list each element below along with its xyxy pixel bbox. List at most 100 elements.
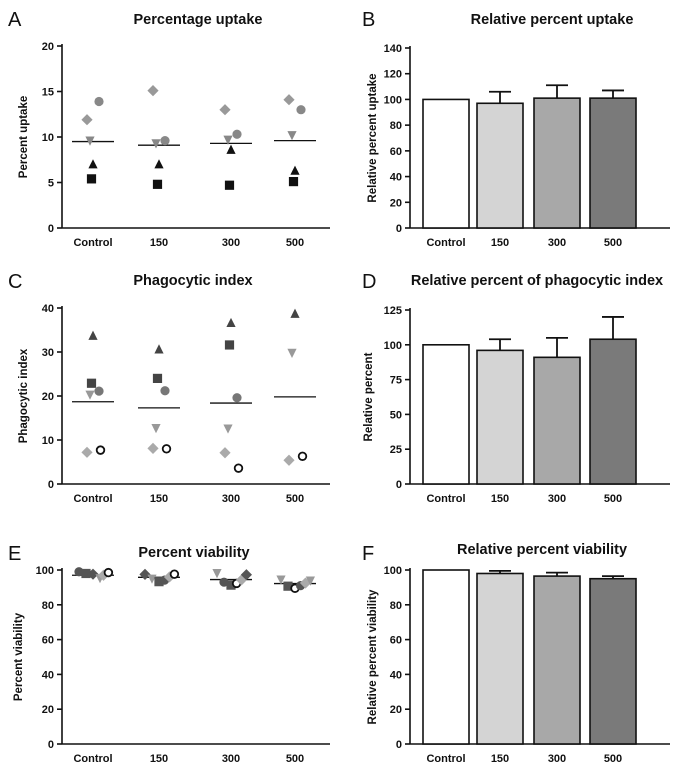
y-axis-label: Percent viability bbox=[13, 612, 25, 701]
bar bbox=[476, 102, 524, 229]
x-tick-label: 150 bbox=[491, 237, 509, 249]
bar bbox=[533, 356, 581, 485]
panel-letter: B bbox=[362, 9, 375, 31]
data-point bbox=[86, 174, 97, 184]
y-tick-label: 0 bbox=[396, 479, 402, 491]
y-tick-label: 100 bbox=[384, 94, 402, 106]
x-tick-label: 150 bbox=[150, 237, 168, 249]
data-point bbox=[287, 348, 297, 358]
y-tick-label: 100 bbox=[36, 565, 54, 577]
x-tick-label: 300 bbox=[222, 237, 240, 249]
data-point bbox=[88, 330, 98, 340]
y-tick-label: 30 bbox=[42, 347, 54, 359]
bar bbox=[422, 569, 470, 745]
data-point bbox=[87, 568, 99, 580]
data-point bbox=[161, 444, 172, 454]
data-point bbox=[240, 569, 252, 581]
x-tick-label: Control bbox=[426, 237, 465, 249]
data-point bbox=[219, 447, 231, 459]
data-point bbox=[290, 308, 300, 318]
data-point bbox=[224, 180, 235, 190]
y-tick-label: 20 bbox=[42, 704, 54, 716]
data-point bbox=[160, 136, 170, 146]
data-point bbox=[88, 159, 98, 169]
data-point bbox=[226, 317, 236, 328]
x-tick-label: 300 bbox=[222, 493, 240, 505]
y-tick-label: 20 bbox=[42, 391, 54, 403]
data-point bbox=[86, 378, 97, 388]
data-point bbox=[232, 393, 242, 403]
x-tick-label: 500 bbox=[286, 237, 304, 249]
y-axis-label: Percent uptake bbox=[18, 96, 30, 178]
chart-title: Percentage uptake bbox=[134, 12, 263, 28]
data-point bbox=[152, 373, 163, 383]
y-tick-label: 0 bbox=[48, 223, 54, 235]
x-tick-label: 500 bbox=[286, 753, 304, 765]
x-tick-label: 150 bbox=[150, 753, 168, 765]
y-tick-label: 20 bbox=[42, 41, 54, 53]
data-point bbox=[81, 446, 93, 458]
y-tick-label: 0 bbox=[396, 223, 402, 235]
data-point bbox=[223, 424, 233, 434]
panel-d: D Relative percent of phagocytic index Rel… bbox=[362, 271, 670, 505]
panel-letter: C bbox=[8, 271, 22, 293]
y-tick-label: 100 bbox=[384, 565, 402, 577]
y-tick-label: 60 bbox=[42, 635, 54, 647]
x-tick-label: 150 bbox=[150, 493, 168, 505]
x-tick-label: 300 bbox=[548, 237, 566, 249]
data-point bbox=[94, 386, 104, 396]
panel-letter: D bbox=[362, 271, 376, 293]
x-tick-label: Control bbox=[426, 753, 465, 765]
chart-title: Relative percent uptake bbox=[471, 12, 634, 28]
x-tick-label: Control bbox=[73, 237, 112, 249]
y-tick-label: 80 bbox=[42, 600, 54, 612]
data-point bbox=[139, 568, 151, 580]
x-tick-label: 150 bbox=[491, 493, 509, 505]
data-point bbox=[212, 569, 222, 579]
data-point bbox=[276, 575, 286, 585]
y-tick-label: 140 bbox=[384, 43, 402, 55]
y-axis-label: Phagocytic index bbox=[18, 348, 30, 443]
x-tick-label: 300 bbox=[548, 753, 566, 765]
data-point bbox=[226, 144, 236, 154]
data-point bbox=[224, 340, 235, 350]
y-tick-label: 40 bbox=[42, 303, 54, 315]
y-tick-label: 80 bbox=[390, 600, 402, 612]
y-tick-label: 40 bbox=[390, 669, 402, 681]
data-point bbox=[226, 580, 236, 590]
data-point bbox=[283, 94, 295, 106]
x-tick-label: 300 bbox=[548, 493, 566, 505]
bar bbox=[422, 343, 470, 485]
y-tick-label: 100 bbox=[384, 340, 402, 352]
bar bbox=[422, 98, 470, 229]
y-axis-label: Relative percent viability bbox=[367, 589, 379, 724]
panel-e: E Percent viability Percent viability 0 20 40… bbox=[8, 543, 330, 765]
panel-b: B Relative percent uptake Relative percent… bbox=[362, 9, 670, 249]
y-tick-label: 40 bbox=[390, 172, 402, 184]
panel-letter: A bbox=[8, 9, 22, 31]
panel-f: F Relative percent viability Relative perc… bbox=[362, 542, 670, 765]
y-tick-label: 120 bbox=[384, 69, 402, 81]
data-point bbox=[235, 574, 248, 586]
data-point bbox=[103, 567, 114, 578]
y-tick-label: 10 bbox=[42, 132, 54, 144]
x-tick-label: Control bbox=[73, 493, 112, 505]
chart-title: Phagocytic index bbox=[133, 273, 252, 289]
y-tick-label: 60 bbox=[390, 146, 402, 158]
data-point bbox=[94, 96, 104, 107]
y-axis-label: Relative percent bbox=[363, 352, 375, 441]
x-tick-label: 500 bbox=[286, 493, 304, 505]
data-point bbox=[288, 176, 299, 187]
bar bbox=[589, 97, 637, 229]
data-point bbox=[290, 165, 300, 175]
x-tick-label: 150 bbox=[491, 753, 509, 765]
x-tick-label: Control bbox=[73, 753, 112, 765]
data-point bbox=[219, 104, 231, 116]
x-tick-label: 500 bbox=[604, 237, 622, 249]
y-tick-label: 15 bbox=[42, 87, 54, 99]
y-tick-label: 125 bbox=[384, 305, 402, 317]
y-tick-label: 5 bbox=[48, 178, 54, 190]
y-tick-label: 60 bbox=[390, 635, 402, 647]
data-point bbox=[305, 576, 315, 586]
data-point bbox=[219, 577, 229, 587]
